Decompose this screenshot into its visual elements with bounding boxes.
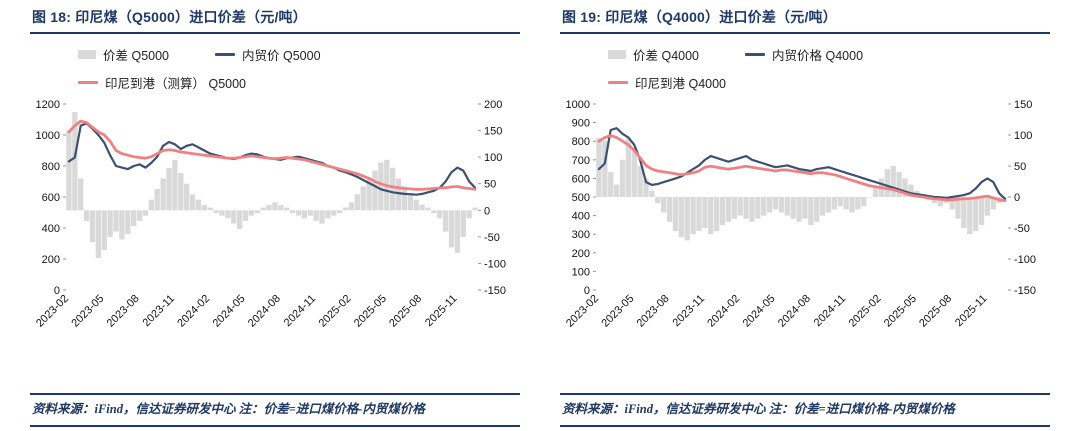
svg-text:-50: -50 <box>484 232 500 244</box>
svg-text:2025-02: 2025-02 <box>847 293 884 330</box>
legend-item: 价差 Q4000 <box>608 45 699 64</box>
svg-text:1200: 1200 <box>36 99 60 111</box>
svg-text:1000: 1000 <box>566 99 590 111</box>
line-swatch-icon <box>608 81 628 84</box>
svg-text:2024-05: 2024-05 <box>211 293 248 330</box>
source-text: 资料来源：iFind，信达证券研发中心 注：价差=进口煤价格-内贸煤价格 <box>32 402 425 417</box>
legend-item: 印尼到港（测算） Q5000 <box>78 73 246 92</box>
bar-swatch-icon <box>78 50 96 59</box>
svg-text:200: 200 <box>42 254 60 266</box>
legend-item: 价差 Q5000 <box>78 45 169 64</box>
figure-19-combo-chart: 01002003004005006007008009001000-150-100… <box>564 99 1036 330</box>
svg-text:2024-11: 2024-11 <box>812 293 848 329</box>
svg-text:0: 0 <box>484 205 490 217</box>
figure-18-source-note: 资料来源：iFind，信达证券研发中心 注：价差=进口煤价格-内贸煤价格 <box>30 393 520 425</box>
svg-text:600: 600 <box>572 173 590 185</box>
figure-18-panel: 图 18: 印尼煤（Q5000）进口价差（元/吨） 价差 Q5000 内贸价 Q5… <box>30 2 520 427</box>
svg-text:2023-05: 2023-05 <box>69 293 106 330</box>
svg-text:150: 150 <box>1014 99 1032 111</box>
svg-text:600: 600 <box>42 192 60 204</box>
svg-text:700: 700 <box>572 155 590 167</box>
legend-item: 印尼到港 Q4000 <box>608 73 726 92</box>
svg-text:400: 400 <box>42 223 60 235</box>
source-text: 资料来源：iFind，信达证券研发中心 注：价差=进口煤价格-内贸煤价格 <box>562 402 955 417</box>
svg-text:2024-02: 2024-02 <box>175 293 212 330</box>
legend-label: 价差 Q5000 <box>103 49 170 63</box>
figure-19-legend: 价差 Q4000 内贸价格 Q4000 印尼到港 Q4000 <box>608 45 1016 92</box>
svg-text:300: 300 <box>572 229 590 241</box>
svg-text:2025-05: 2025-05 <box>882 293 919 330</box>
svg-text:0: 0 <box>1014 192 1020 204</box>
svg-text:2024-02: 2024-02 <box>705 293 742 330</box>
svg-text:2023-08: 2023-08 <box>105 293 142 330</box>
svg-text:2024-05: 2024-05 <box>741 293 778 330</box>
line-swatch-icon <box>745 53 766 56</box>
svg-text:100: 100 <box>1014 130 1032 142</box>
bar-swatch-icon <box>608 50 626 59</box>
svg-text:-150: -150 <box>1014 285 1036 297</box>
legend-item: 内贸价 Q5000 <box>215 45 321 64</box>
svg-text:800: 800 <box>42 161 60 173</box>
svg-text:1000: 1000 <box>36 130 60 142</box>
svg-text:2023-05: 2023-05 <box>599 293 636 330</box>
svg-text:50: 50 <box>484 179 496 191</box>
svg-text:-100: -100 <box>484 258 506 270</box>
svg-text:500: 500 <box>572 192 590 204</box>
svg-text:150: 150 <box>484 126 502 138</box>
line-swatch-icon <box>78 81 98 84</box>
svg-text:2024-08: 2024-08 <box>246 293 283 330</box>
svg-text:2024-08: 2024-08 <box>776 293 813 330</box>
svg-text:200: 200 <box>484 99 502 111</box>
legend-label: 内贸价 Q5000 <box>242 49 321 63</box>
legend-label: 内贸价格 Q4000 <box>772 49 864 63</box>
svg-text:2023-08: 2023-08 <box>635 293 672 330</box>
svg-text:2023-02: 2023-02 <box>34 293 71 330</box>
svg-text:2025-08: 2025-08 <box>917 293 954 330</box>
svg-text:2025-11: 2025-11 <box>423 293 459 329</box>
svg-text:2023-02: 2023-02 <box>564 293 601 330</box>
figure-18-legend: 价差 Q5000 内贸价 Q5000 印尼到港（测算） Q5000 <box>78 45 486 92</box>
svg-text:-100: -100 <box>1014 254 1036 266</box>
figure-19-panel: 图 19: 印尼煤（Q4000）进口价差（元/吨） 价差 Q4000 内贸价格 Q… <box>560 2 1050 427</box>
svg-text:900: 900 <box>572 118 590 130</box>
svg-text:2023-11: 2023-11 <box>141 293 177 329</box>
legend-item: 内贸价格 Q4000 <box>745 45 863 64</box>
svg-text:2025-08: 2025-08 <box>387 293 424 330</box>
svg-text:200: 200 <box>572 248 590 260</box>
svg-text:400: 400 <box>572 211 590 223</box>
legend-label: 印尼到港（测算） Q5000 <box>105 77 247 91</box>
legend-label: 价差 Q4000 <box>633 49 700 63</box>
figure-19-title: 图 19: 印尼煤（Q4000）进口价差（元/吨） <box>560 2 1050 34</box>
svg-text:2025-02: 2025-02 <box>317 293 354 330</box>
svg-text:2025-05: 2025-05 <box>352 293 389 330</box>
legend-label: 印尼到港 Q4000 <box>635 77 727 91</box>
svg-text:2023-11: 2023-11 <box>671 293 707 329</box>
svg-text:100: 100 <box>572 266 590 278</box>
figure-19-source-note: 资料来源：iFind，信达证券研发中心 注：价差=进口煤价格-内贸煤价格 <box>560 393 1050 425</box>
svg-text:-50: -50 <box>1014 223 1030 235</box>
figure-18-combo-chart: 0 200 400 600 800 1000 1200 -150 -100 -50 0 50 100 15… <box>34 99 506 330</box>
svg-text:0: 0 <box>584 285 590 297</box>
svg-text:100: 100 <box>484 152 502 164</box>
svg-text:50: 50 <box>1014 161 1026 173</box>
figure-18-title: 图 18: 印尼煤（Q5000）进口价差（元/吨） <box>30 2 520 34</box>
svg-text:800: 800 <box>572 136 590 148</box>
svg-text:2024-11: 2024-11 <box>282 293 318 329</box>
line-swatch-icon <box>215 53 236 56</box>
svg-text:0: 0 <box>54 285 60 297</box>
svg-text:2025-11: 2025-11 <box>953 293 989 329</box>
svg-text:-150: -150 <box>484 285 506 297</box>
